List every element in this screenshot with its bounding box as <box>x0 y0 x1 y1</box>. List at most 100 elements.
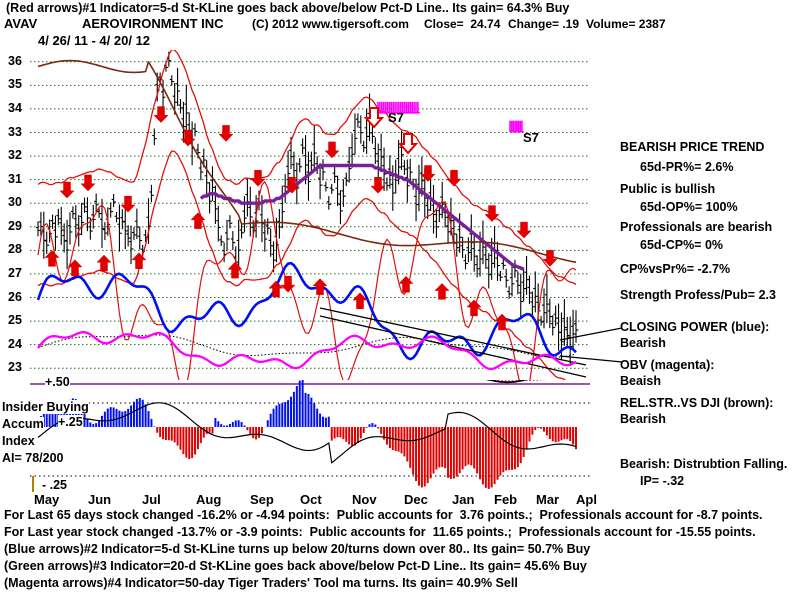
company-name: AEROVIRONMENT INC <box>82 16 224 31</box>
cp-percent: 65d-CP%= 0% <box>640 238 724 252</box>
month-tick-jun: Jun <box>88 492 112 507</box>
price-change: Change= .19 <box>508 17 580 31</box>
signal-arrow <box>446 169 462 187</box>
price-tick-31: 31 <box>8 171 22 186</box>
insider-buying-label: Insider Buying <box>2 400 89 414</box>
level-minus-25: - .25 <box>42 478 68 492</box>
ai-overlay-line <box>37 402 577 464</box>
signal-arrow <box>280 276 296 293</box>
obv-signal-line <box>37 334 577 358</box>
month-tick-mar: Mar <box>536 492 560 507</box>
signal-arrow <box>398 275 414 293</box>
obv-relstr-panel <box>30 318 590 380</box>
accum-label: Accum <box>2 417 44 431</box>
magenta-sell-cluster <box>377 101 420 114</box>
relstr-label: REL.STR..VS DJI (brown): <box>620 396 774 410</box>
moving-average-line <box>199 163 525 271</box>
signal-arrow <box>131 252 147 269</box>
level-plus-50: +.50 <box>45 375 70 389</box>
op-percent: 65d-OP%= 100% <box>640 200 738 214</box>
signal-arrow <box>370 177 386 194</box>
copyright-notice: (C) 2012 www.tigersoft.com <box>252 17 409 31</box>
signal-arrow <box>218 125 234 142</box>
hollow-sell-arrow <box>363 107 385 129</box>
price-tick-27: 27 <box>8 265 22 280</box>
signal-arrow <box>44 249 60 267</box>
signal-arrow <box>80 174 96 192</box>
signal-arrow <box>268 280 284 298</box>
sell-marker-label: S7 <box>388 110 404 125</box>
public-sentiment: Public is bullish <box>620 182 716 196</box>
date-range-label: 4/ 26/ 11 - 4/ 20/ 12 <box>38 33 151 48</box>
index-label: Index <box>2 434 35 448</box>
obv-line <box>37 331 577 371</box>
signal-arrow <box>96 254 112 272</box>
ticker-symbol: AVAV <box>4 16 38 31</box>
price-tick-32: 32 <box>8 148 22 163</box>
signal-arrow <box>434 282 450 300</box>
signal-arrow <box>153 106 169 123</box>
signal-arrow <box>190 212 206 229</box>
axis-origin-tick <box>32 476 34 492</box>
month-tick-jul: Jul <box>142 492 161 507</box>
obv-value: Beaish <box>620 374 661 388</box>
sell-marker-label: S7 <box>523 130 539 145</box>
price-tick-36: 36 <box>8 53 22 68</box>
footer-line-4: (Green arrows)#3 Indicator=20-d St-KLine… <box>4 559 587 573</box>
signal-arrow <box>250 169 266 187</box>
relative-strength-line <box>37 59 577 263</box>
ai-top-black-line <box>485 380 528 384</box>
cp-vs-pr: CP%vsPr%= -2.7% <box>620 262 731 276</box>
price-tick-25: 25 <box>8 313 22 328</box>
relstr-value: Bearish <box>620 412 666 426</box>
price-tick-29: 29 <box>8 218 22 233</box>
signal-arrow <box>494 313 510 331</box>
price-tick-28: 28 <box>8 242 22 257</box>
volume-value: Volume= 2387 <box>586 17 666 31</box>
footer-line-3: (Blue arrows)#2 Indicator=5-d St-KLine t… <box>4 542 591 556</box>
signal-arrow <box>324 141 340 159</box>
month-tick-jan: Jan <box>452 492 475 507</box>
accumulation-index-svg <box>30 380 590 489</box>
accumulation-index-panel <box>30 380 590 490</box>
signal-arrow <box>180 129 196 147</box>
price-tick-23: 23 <box>8 360 22 375</box>
signal-arrow <box>227 261 243 279</box>
month-tick-apl: Apl <box>576 492 597 507</box>
signal-arrow <box>516 221 532 239</box>
signal-arrow <box>484 205 500 222</box>
footer-line-5: (Magenta arrows)#4 Indicator=50-day Tige… <box>4 576 518 590</box>
close-price: Close= 24.74 <box>424 17 501 31</box>
ai-value-label: AI= 78/200 <box>2 451 64 465</box>
price-chart-panel: S7 S7 <box>30 50 590 380</box>
hollow-sell-arrow <box>397 133 419 155</box>
price-tick-35: 35 <box>8 77 22 92</box>
pr-percent: 65d-PR%= 2.6% <box>640 160 734 174</box>
month-tick-dec: Dec <box>404 492 428 507</box>
ai-verdict: Bearish: Distrubtion Falling. <box>620 457 788 471</box>
month-tick-aug: Aug <box>196 492 222 507</box>
stochastic-line <box>37 181 577 380</box>
signal-arrow <box>466 299 482 317</box>
ai-ip-value: IP= -.32 <box>640 474 685 488</box>
signal-arrow <box>420 165 436 182</box>
closing-power-label: CLOSING POWER (blue): <box>620 320 770 334</box>
upper-band-line <box>37 50 577 286</box>
level-plus-25: +.25 <box>58 415 83 429</box>
indicator-1-headline: (Red arrows)#1 Indicator=5-d St-KLine go… <box>6 1 570 15</box>
red-arrow-group <box>44 106 558 331</box>
signal-arrow <box>120 195 136 213</box>
signal-arrow <box>352 292 368 310</box>
price-tick-30: 30 <box>8 195 22 210</box>
obv-relstr-svg <box>37 331 577 371</box>
signal-arrow <box>312 278 328 295</box>
month-tick-nov: Nov <box>352 492 377 507</box>
signal-arrow <box>59 181 75 199</box>
strength-profess-pub: Strength Profess/Pub= 2.3 <box>620 288 776 302</box>
signal-arrow <box>284 177 300 194</box>
price-bars <box>36 51 579 366</box>
price-tick-24: 24 <box>8 336 22 351</box>
price-tick-34: 34 <box>8 100 22 115</box>
trend-title: BEARISH PRICE TREND <box>620 140 765 154</box>
